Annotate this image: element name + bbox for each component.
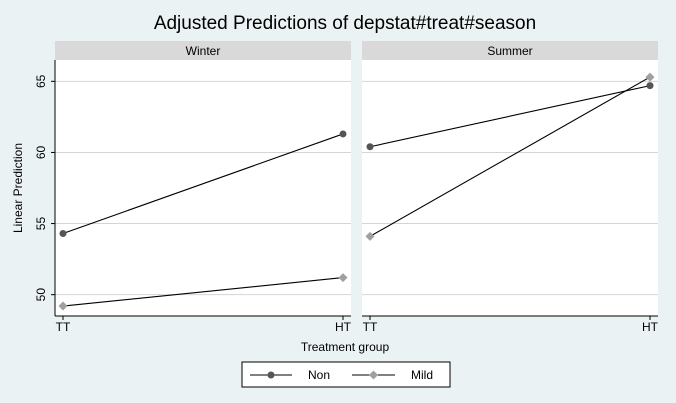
- data-point-non-tt: [366, 143, 374, 151]
- y-tick-label: 65: [34, 74, 48, 88]
- x-axis-title: Treatment group: [301, 340, 390, 354]
- y-tick-label: 50: [34, 288, 48, 302]
- strip-winter: [55, 41, 351, 60]
- y-axis: 50 55 60 65: [34, 60, 56, 316]
- y-axis-title: Linear Prediction: [11, 143, 25, 233]
- series-winter: [58, 130, 348, 311]
- strip-label-summer: Summer: [487, 44, 532, 58]
- legend: Non Mild: [241, 361, 451, 388]
- legend-items: Non Mild: [250, 368, 433, 382]
- x-tick-label-ht: HT: [642, 320, 659, 334]
- x-axis-winter: TT HT: [55, 315, 352, 334]
- x-ticks-winter: TT HT: [56, 316, 352, 334]
- chart-title: Adjusted Predictions of depstat#treat#se…: [154, 13, 536, 34]
- data-point-non-tt: [59, 230, 67, 238]
- series-line-non: [62, 133, 344, 235]
- series-summer: [365, 72, 655, 241]
- panel-summer: Summer: [362, 41, 658, 316]
- data-point-non-ht: [646, 82, 654, 90]
- x-tick-label-ht: HT: [335, 320, 352, 334]
- y-tick-label: 55: [34, 217, 48, 231]
- data-point-mild-tt: [58, 301, 68, 311]
- series-line-non: [369, 85, 651, 148]
- strip-label-winter: Winter: [186, 44, 221, 58]
- data-point-mild-ht: [338, 273, 348, 283]
- series-line-mild: [369, 76, 651, 237]
- legend-label-mild: Mild: [411, 368, 433, 382]
- x-tick-label-tt: TT: [363, 320, 378, 334]
- legend-marker-non: [267, 371, 275, 379]
- strip-summer: [362, 41, 658, 60]
- data-point-mild-ht: [645, 72, 655, 82]
- x-axis-summer: TT HT: [362, 315, 659, 334]
- series-line-mild: [62, 277, 344, 307]
- grid-winter: [55, 80, 351, 296]
- data-point-mild-tt: [365, 231, 375, 241]
- y-ticks: 50 55 60 65: [34, 74, 55, 301]
- y-tick-label: 60: [34, 145, 48, 159]
- plot-area-summer: [362, 60, 658, 316]
- plot-area-winter: [55, 60, 351, 316]
- x-tick-label-tt: TT: [56, 320, 71, 334]
- x-ticks-summer: TT HT: [363, 316, 659, 334]
- legend-marker-mild: [369, 370, 378, 380]
- legend-label-non: Non: [308, 368, 330, 382]
- grid-summer: [362, 80, 658, 296]
- panel-winter: Winter: [55, 41, 351, 316]
- data-point-non-ht: [339, 130, 347, 138]
